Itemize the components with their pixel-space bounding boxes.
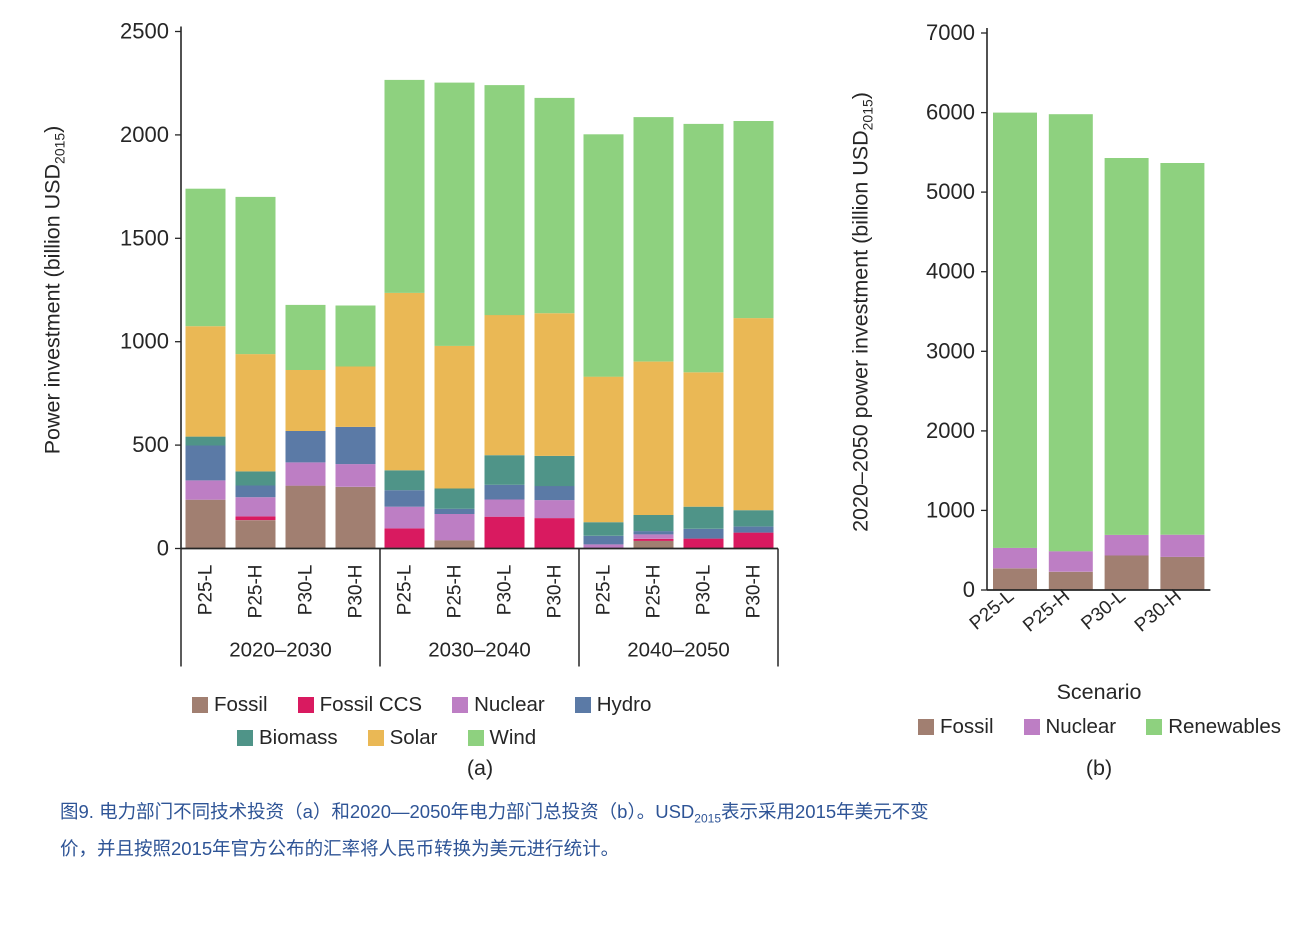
svg-text:2000: 2000 <box>926 418 975 443</box>
svg-text:5000: 5000 <box>926 179 975 204</box>
svg-text:6000: 6000 <box>926 100 975 125</box>
svg-text:3000: 3000 <box>926 338 975 363</box>
svg-text:7000: 7000 <box>926 20 975 45</box>
svg-text:4000: 4000 <box>926 259 975 284</box>
svg-text:P30-H: P30-H <box>1131 586 1186 637</box>
svg-text:P25-H: P25-H <box>1019 586 1074 637</box>
svg-text:0: 0 <box>963 577 975 602</box>
svg-text:1000: 1000 <box>926 497 975 522</box>
svg-text:P30-L: P30-L <box>1077 586 1129 635</box>
